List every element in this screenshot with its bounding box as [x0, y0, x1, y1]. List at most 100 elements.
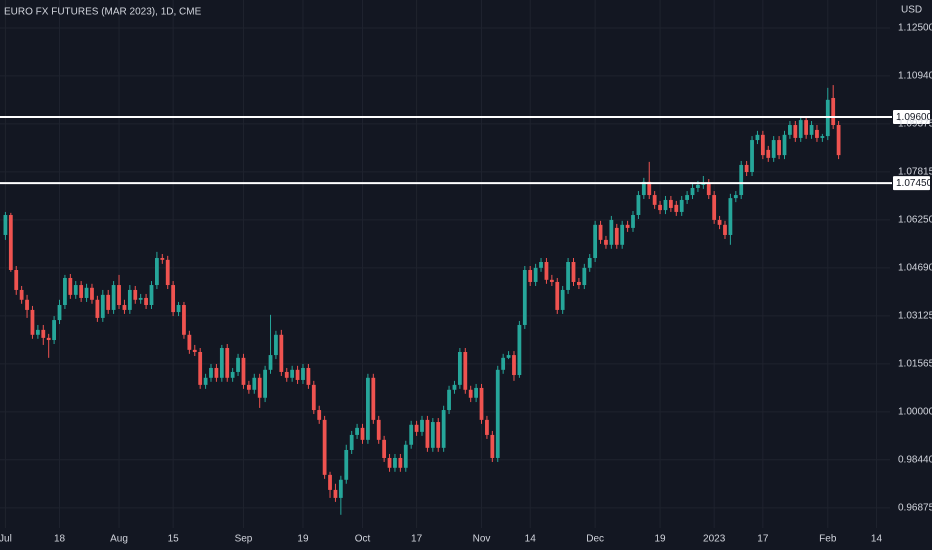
- candle-body: [122, 305, 127, 310]
- candle-body: [311, 384, 316, 411]
- x-tick-label: Feb: [819, 534, 837, 545]
- x-tick-label: 15: [168, 534, 180, 545]
- candle-body: [257, 377, 262, 398]
- candle-body: [46, 337, 51, 341]
- candle-body: [187, 334, 192, 350]
- candle-body: [636, 195, 641, 216]
- candle-body: [485, 419, 489, 435]
- candle-body: [203, 377, 208, 385]
- candle-body: [30, 309, 35, 335]
- candle-body: [549, 279, 554, 282]
- candle-body: [468, 389, 473, 398]
- candle-body: [306, 367, 311, 385]
- candle-body: [198, 352, 203, 385]
- candle-body: [176, 305, 181, 313]
- candle-body: [252, 377, 257, 390]
- candle-body: [371, 377, 376, 420]
- candle-body: [90, 287, 94, 300]
- chart-title: EURO FX FUTURES (MAR 2023), 1D, CME: [4, 7, 202, 18]
- candle-body: [587, 258, 592, 268]
- candle-body: [755, 134, 760, 141]
- candle-body: [668, 199, 673, 208]
- candle-body: [815, 129, 819, 138]
- candle-body: [625, 224, 630, 228]
- x-tick-label: Nov: [473, 534, 491, 545]
- x-tick-label: 18: [54, 534, 66, 545]
- x-tick-label: Oct: [355, 534, 371, 545]
- candle-body: [836, 125, 841, 156]
- candle-body: [517, 324, 522, 376]
- candle-body: [182, 305, 186, 335]
- candle-body: [728, 198, 733, 235]
- candle-body: [750, 140, 754, 173]
- candle-body: [192, 349, 197, 352]
- candle-body: [230, 371, 235, 378]
- candle-body: [436, 422, 441, 448]
- candle-body: [360, 427, 365, 440]
- candle-body: [566, 262, 570, 290]
- candle-body: [127, 289, 132, 310]
- candle-body: [14, 269, 19, 290]
- y-tick-label: 1.01565: [898, 358, 932, 369]
- candle-body: [349, 434, 354, 450]
- candle-body: [155, 258, 159, 286]
- y-tick-label: 1.07815: [898, 166, 932, 177]
- candle-body: [696, 184, 700, 188]
- x-tick-label: 14: [525, 534, 537, 545]
- candle-body: [301, 367, 305, 380]
- candle-body: [760, 134, 765, 156]
- candle-body: [809, 125, 814, 135]
- candle-body: [495, 369, 500, 458]
- candle-body: [658, 204, 662, 211]
- candle-body: [284, 371, 289, 378]
- candle-body: [744, 164, 749, 173]
- candle-body: [647, 181, 652, 196]
- candle-body: [290, 369, 295, 378]
- candle-body: [100, 294, 105, 318]
- candle-body: [355, 427, 359, 435]
- candle-body: [712, 195, 717, 220]
- candle-body: [106, 294, 111, 310]
- candle-body: [165, 259, 170, 286]
- candle-body: [3, 215, 8, 235]
- level-label-box: [893, 110, 930, 125]
- candle-body: [490, 434, 495, 458]
- candle-body: [344, 449, 349, 480]
- candle-body: [777, 140, 781, 156]
- candle-body: [382, 439, 387, 458]
- y-tick-label: 0.98440: [898, 454, 932, 465]
- x-tick-label: Dec: [586, 534, 604, 545]
- candle-body: [35, 329, 40, 335]
- candle-body: [571, 262, 576, 282]
- candle-body: [52, 320, 56, 341]
- candle-body: [533, 267, 538, 282]
- candle-body: [820, 136, 825, 138]
- candle-body: [620, 224, 625, 245]
- candle-body: [544, 262, 549, 280]
- candle-body: [19, 289, 24, 300]
- candle-body: [333, 489, 338, 498]
- y-tick-label: 1.06250: [898, 215, 932, 226]
- x-tick-label: 17: [757, 534, 769, 545]
- candle-body: [117, 285, 121, 306]
- candle-body: [593, 224, 598, 259]
- candle-body: [138, 297, 143, 300]
- candle-body: [68, 277, 73, 295]
- candle-body: [79, 285, 84, 298]
- candle-body: [506, 355, 511, 358]
- candle-body: [268, 355, 273, 370]
- candle-body: [652, 195, 657, 205]
- level-label: 1.09600: [896, 112, 932, 123]
- candle-body: [274, 334, 278, 356]
- x-tick-label: 14: [871, 534, 883, 545]
- candle-body: [63, 277, 67, 306]
- candle-body: [685, 195, 690, 200]
- candle-body: [420, 419, 424, 432]
- candle-body: [246, 384, 251, 390]
- candle-body: [739, 164, 744, 196]
- x-tick-label: Aug: [110, 534, 128, 545]
- y-tick-label: 1.12500: [898, 23, 932, 34]
- candle-body: [133, 289, 138, 300]
- candle-body: [555, 281, 560, 310]
